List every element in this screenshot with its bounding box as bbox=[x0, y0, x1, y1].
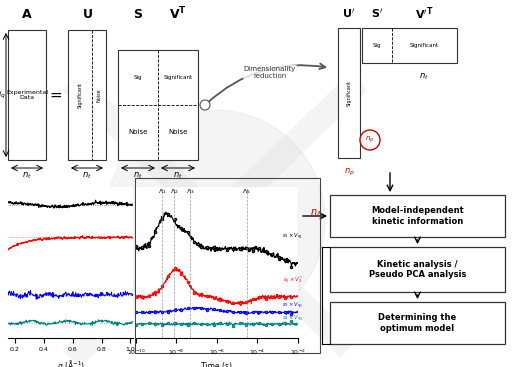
Text: $n_\Lambda$: $n_\Lambda$ bbox=[282, 198, 295, 210]
Text: $U_2$: $U_2$ bbox=[136, 233, 147, 246]
Text: $\mathbf{V'^T}$: $\mathbf{V'^T}$ bbox=[415, 6, 433, 22]
Text: $n_t$: $n_t$ bbox=[419, 72, 429, 82]
Text: Noise: Noise bbox=[168, 130, 188, 135]
Text: $\mathbf{V^T}$: $\mathbf{V^T}$ bbox=[169, 6, 187, 22]
Text: $\Lambda_3$: $\Lambda_3$ bbox=[186, 187, 195, 196]
Text: $n_p$: $n_p$ bbox=[344, 167, 354, 178]
Text: Significant: Significant bbox=[346, 80, 351, 106]
Text: Significant: Significant bbox=[409, 43, 439, 48]
Text: $n_t$: $n_t$ bbox=[22, 171, 32, 181]
Text: $\Lambda_2$: $\Lambda_2$ bbox=[170, 187, 179, 196]
Text: $\Lambda_5$: $\Lambda_5$ bbox=[242, 187, 251, 196]
Text: $s_4\times V_{q_4}$: $s_4\times V_{q_4}$ bbox=[282, 314, 303, 324]
Text: Determining the
optimum model: Determining the optimum model bbox=[379, 313, 457, 333]
Text: $U_4$: $U_4$ bbox=[136, 316, 147, 329]
Bar bbox=[330, 195, 505, 237]
Bar bbox=[118, 50, 198, 160]
Text: $n_\Lambda$: $n_\Lambda$ bbox=[310, 207, 323, 219]
Text: $\Lambda_1$: $\Lambda_1$ bbox=[158, 187, 167, 196]
Text: $\mathbf{A}$: $\mathbf{A}$ bbox=[21, 7, 33, 21]
Bar bbox=[8, 30, 46, 160]
Text: $s_1\times V_{q_1}$: $s_1\times V_{q_1}$ bbox=[282, 232, 303, 242]
Text: Significant: Significant bbox=[164, 75, 192, 80]
Text: Sig: Sig bbox=[373, 43, 381, 48]
Bar bbox=[362, 28, 457, 63]
Text: =: = bbox=[50, 87, 63, 102]
Text: Dimensionality
reduction: Dimensionality reduction bbox=[244, 65, 296, 79]
Text: $U_1$: $U_1$ bbox=[136, 198, 147, 211]
Bar bbox=[330, 247, 505, 292]
Bar bbox=[68, 30, 106, 160]
Text: Kinetic analysis /
Pseudo PCA analysis: Kinetic analysis / Pseudo PCA analysis bbox=[369, 260, 466, 279]
Text: $s_2\times V_2^*$: $s_2\times V_2^*$ bbox=[283, 275, 303, 285]
Text: Experimental
Data: Experimental Data bbox=[6, 90, 48, 101]
Text: $n_t$: $n_t$ bbox=[82, 171, 92, 181]
Text: Noise: Noise bbox=[128, 130, 148, 135]
Bar bbox=[330, 302, 505, 344]
Text: $n_p$: $n_p$ bbox=[365, 135, 374, 145]
Text: Model-independent
kinetic information: Model-independent kinetic information bbox=[371, 206, 464, 226]
Text: $n_t$: $n_t$ bbox=[173, 171, 183, 181]
Text: $n_q$: $n_q$ bbox=[0, 90, 6, 101]
X-axis label: Time (s): Time (s) bbox=[201, 362, 232, 367]
Circle shape bbox=[200, 100, 210, 110]
Text: $n_t$: $n_t$ bbox=[133, 171, 143, 181]
Text: $\mathbf{S}$: $\mathbf{S}$ bbox=[133, 7, 143, 21]
Circle shape bbox=[360, 130, 380, 150]
Circle shape bbox=[105, 110, 325, 330]
Text: $\mathbf{U'}$: $\mathbf{U'}$ bbox=[342, 7, 356, 21]
X-axis label: $q$ (Å$^{-1}$): $q$ (Å$^{-1}$) bbox=[56, 358, 85, 367]
Text: Noise: Noise bbox=[96, 88, 102, 102]
Text: Sig: Sig bbox=[134, 75, 142, 80]
Bar bbox=[135, 178, 320, 353]
Text: $U_3$: $U_3$ bbox=[136, 289, 147, 301]
Text: $\mathbf{U}$: $\mathbf{U}$ bbox=[82, 7, 92, 21]
Text: $\mathbf{S'}$: $\mathbf{S'}$ bbox=[371, 7, 383, 21]
Text: Significant: Significant bbox=[77, 82, 83, 108]
Bar bbox=[338, 28, 360, 158]
Text: $s_3\times V_{q_3}$: $s_3\times V_{q_3}$ bbox=[282, 301, 303, 311]
